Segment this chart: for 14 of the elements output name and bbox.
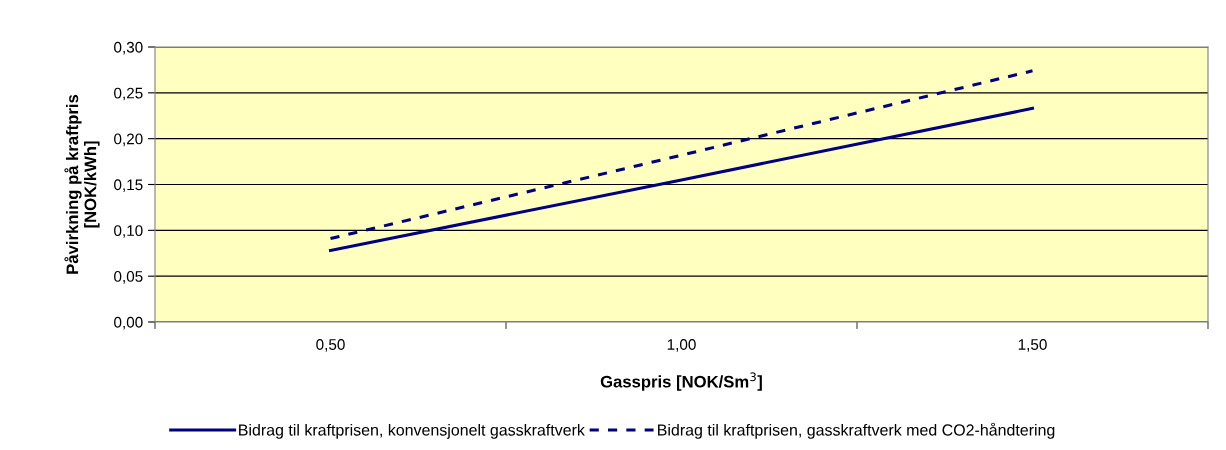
y-tick-label: 0,00 [114,316,143,330]
y-tick-label: 0,20 [114,133,143,147]
x-tick-label: 1,00 [667,339,696,352]
x-axis-title: Gasspris [NOK/Sm$^{3}$] [600,372,762,391]
x-tick-label: 0,50 [316,339,345,352]
legend-label: Bidrag til kraftprisen, gasskraftverk med CO2-håndtering [658,422,1055,439]
y-tick-label: 0,15 [114,179,143,192]
y-tick-label: 0,30 [114,41,143,55]
y-tick-label: 0,05 [114,271,143,284]
y-tick-label: 0,10 [114,225,143,238]
legend-label: Bidrag til kraftprisen, konvensjonelt gasskraftverk [239,423,585,439]
y-tick-label: 0,25 [114,87,143,101]
x-tick-label: 1,50 [1018,339,1047,352]
y-axis-title: Påvirkning på kraftpris [NOK/kWh] [64,94,100,274]
